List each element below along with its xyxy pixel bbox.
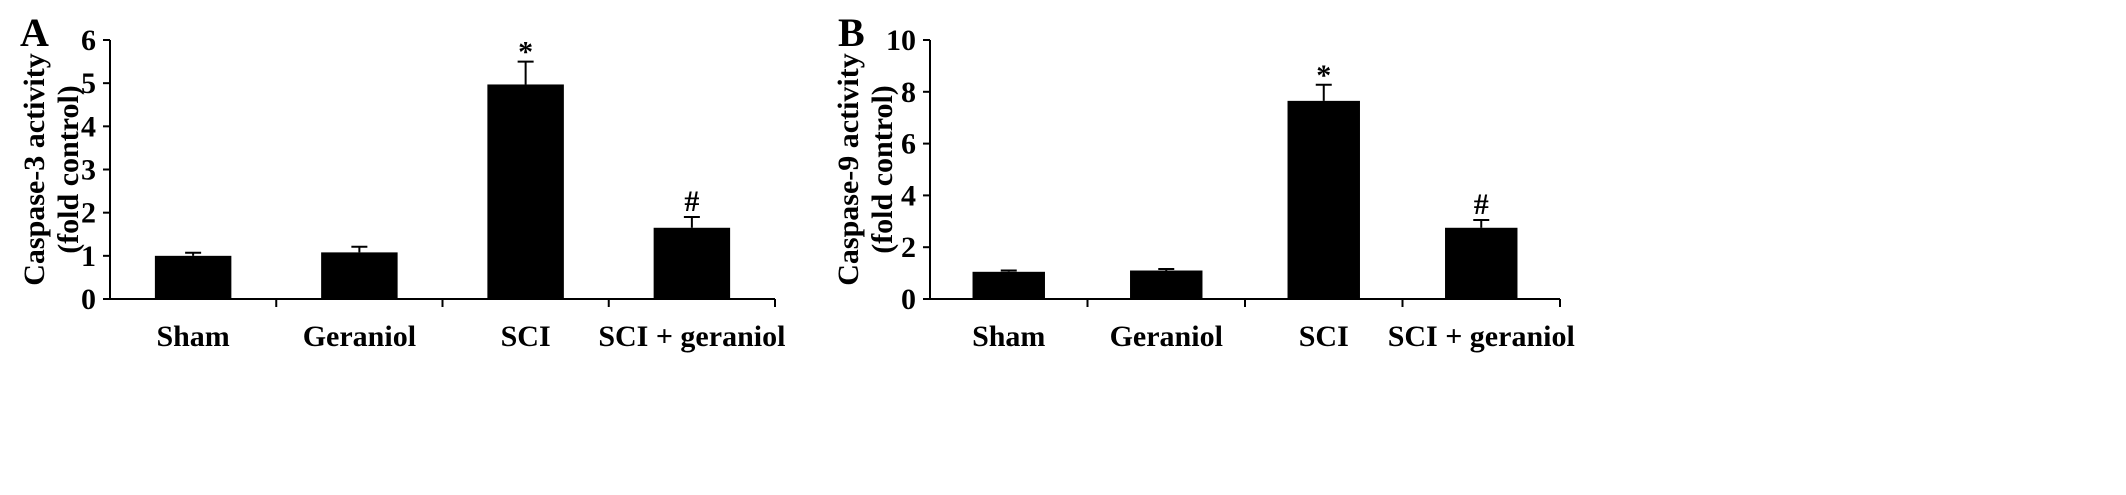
panel-a-y-tick-label: 4 bbox=[81, 110, 96, 143]
panel-b-y-axis-label: Caspase-9 activity(fold control) bbox=[832, 53, 899, 285]
panel-a-category-label: Sham bbox=[156, 320, 229, 353]
panel-a-category-label: SCI + geraniol bbox=[598, 320, 785, 353]
panel-b-category-label: SCI + geraniol bbox=[1388, 320, 1575, 353]
panel-a-y-tick-label: 3 bbox=[81, 154, 96, 187]
panel-a-bar bbox=[321, 252, 398, 299]
panel-b-bar bbox=[1445, 227, 1518, 299]
panel-a: A 0 1 2 3 4 5 6 Sham Geraniol * SCI # SCI + geraniol C… bbox=[18, 10, 785, 353]
panel-b-y-tick-label: 4 bbox=[901, 179, 916, 212]
panel-b-label: B bbox=[838, 10, 865, 55]
panel-a-label: A bbox=[20, 10, 49, 55]
panel-a-category-label: Geraniol bbox=[303, 320, 416, 353]
panel-b-significance-mark: * bbox=[1316, 59, 1331, 92]
panel-a-y-tick-label: 2 bbox=[81, 197, 96, 230]
panel-a-significance-mark: # bbox=[684, 185, 699, 218]
panel-b-category-label: Sham bbox=[972, 320, 1045, 353]
panel-a-y-axis-label-line1: Caspase-3 activity bbox=[18, 53, 51, 285]
panel-a-bar bbox=[154, 255, 232, 299]
panel-a-bar bbox=[653, 227, 731, 299]
panel-a-category-label: SCI bbox=[501, 320, 551, 353]
panel-b-category-label: Geraniol bbox=[1110, 320, 1223, 353]
panel-b: B 0 2 4 6 8 10 Sham Geraniol * SCI # SCI + geraniol C… bbox=[832, 10, 1575, 353]
panel-a-y-tick-label: 0 bbox=[81, 283, 96, 316]
panel-b-y-tick-label: 0 bbox=[901, 283, 916, 316]
panel-b-y-tick-label: 10 bbox=[886, 24, 916, 57]
panel-b-y-tick-label: 8 bbox=[901, 76, 916, 109]
panel-a-y-tick-label: 5 bbox=[81, 67, 96, 100]
panel-b-significance-mark: # bbox=[1474, 188, 1489, 221]
panel-b-bar bbox=[972, 271, 1045, 299]
panel-b-y-tick-label: 2 bbox=[901, 231, 916, 264]
panel-b-category-label: SCI bbox=[1299, 320, 1349, 353]
panel-a-y-axis-label: Caspase-3 activity(fold control) bbox=[18, 53, 85, 285]
panel-b-bar bbox=[1130, 270, 1203, 299]
panel-b-bar bbox=[1287, 100, 1360, 300]
panel-a-y-axis-label-line2: (fold control) bbox=[52, 85, 85, 254]
panel-a-significance-mark: * bbox=[518, 36, 533, 69]
panel-b-y-axis-label-line1: Caspase-9 activity bbox=[832, 53, 865, 285]
panel-b-y-axis-label-line2: (fold control) bbox=[866, 85, 899, 254]
panel-a-y-tick-label: 6 bbox=[81, 24, 96, 57]
panel-a-y-tick-label: 1 bbox=[81, 240, 96, 273]
panel-a-bar bbox=[487, 84, 564, 299]
panel-b-y-tick-label: 6 bbox=[901, 128, 916, 161]
